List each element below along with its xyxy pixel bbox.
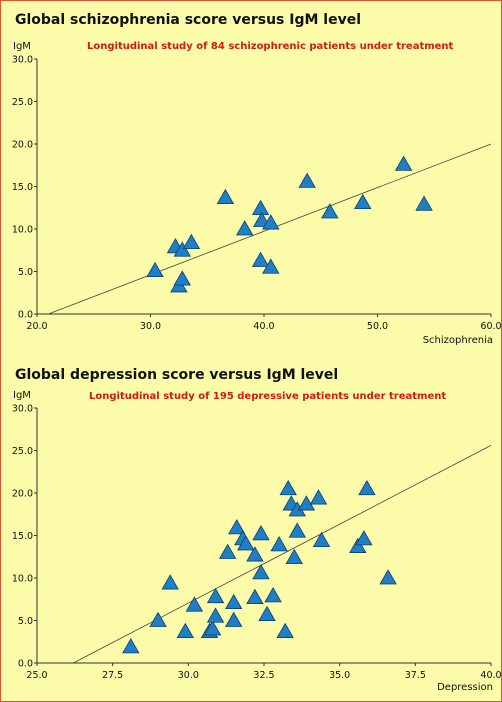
- chart-1-x-tick-label: 20.0: [26, 321, 47, 332]
- chart-2-data-point: [225, 611, 243, 627]
- chart-2-data-point: [218, 543, 237, 559]
- chart-2-data-point: [252, 564, 270, 580]
- chart-2-x-tick-label: 25.0: [26, 670, 47, 681]
- chart-2-data-point: [285, 548, 303, 565]
- chart-2-data-point: [270, 536, 288, 552]
- chart-1-y-tick-label: 5.0: [18, 267, 33, 278]
- chart-2-data-point: [149, 611, 167, 627]
- chart-2-data-point: [206, 607, 225, 623]
- chart-1-data-point: [262, 258, 280, 274]
- chart-1-data-point: [262, 214, 280, 230]
- chart-2-x-tick-label: 40.0: [480, 670, 501, 681]
- chart-2-data-point: [358, 479, 376, 496]
- chart-2-subtitle: Longitudinal study of 195 depressive pat…: [89, 391, 447, 402]
- chart-1-x-axis-label: Schizophrenia: [423, 335, 493, 346]
- chart-2-x-tick-label: 32.5: [253, 670, 274, 681]
- chart-2-data-point: [258, 605, 276, 621]
- chart-2-y-tick-label: 10.0: [12, 574, 33, 585]
- chart-1-data-point: [146, 261, 164, 278]
- chart-1-data-point: [415, 195, 433, 211]
- chart-2-data-point: [379, 569, 397, 585]
- chart-1-title: Global schizophrenia score versus IgM le…: [15, 12, 361, 28]
- chart-1-data-point: [251, 251, 270, 267]
- chart-2-data-point: [297, 495, 316, 511]
- chart-1-y-tick-label: 25.0: [12, 97, 33, 108]
- chart-2-trend-line: [73, 445, 492, 664]
- chart-2-x-axis-label: Depression: [437, 682, 493, 693]
- chart-2-x-tick-label: 30.0: [178, 670, 199, 681]
- chart-2-y-tick-label: 15.0: [12, 531, 33, 542]
- chart-2-x-tick-label: 27.5: [102, 670, 123, 681]
- chart-1-data-point: [298, 172, 316, 188]
- chart-2-y-tick-label: 0.0: [18, 659, 33, 670]
- chart-1-y-tick-label: 30.0: [12, 55, 33, 66]
- chart-2-data-point: [206, 587, 225, 604]
- chart-1-data-point: [321, 203, 339, 219]
- chart-1-data-point: [216, 188, 235, 204]
- chart-2-x-tick-label: 37.5: [405, 670, 426, 681]
- chart-1-data-point: [251, 199, 270, 216]
- chart-2-y-axis-label: IgM: [13, 390, 31, 401]
- chart-2-y-tick-label: 5.0: [18, 616, 33, 627]
- chart-1-data-point: [236, 220, 254, 236]
- chart-2-depression-scatter: 0.0 5.0 10.0 15.0 20.0 25.0 30.0 25.0 27.5 30.0 32…: [12, 390, 502, 693]
- chart-1-data-point: [253, 211, 271, 227]
- chart-1-data-point: [173, 241, 191, 257]
- chart-2-title: Global depression score versus IgM level: [15, 367, 339, 383]
- chart-2-y-tick-label: 20.0: [12, 489, 33, 500]
- chart-2-data-point: [279, 479, 297, 496]
- chart-2-data-point: [228, 519, 246, 535]
- chart-1-data-point: [173, 270, 191, 286]
- chart-2-data-point: [252, 524, 270, 541]
- chart-2-data-point: [312, 531, 331, 548]
- chart-2-data-point: [203, 620, 222, 636]
- chart-1-x-tick-label: 50.0: [367, 321, 388, 332]
- chart-2-y-tick-label: 30.0: [12, 404, 33, 415]
- chart-2-x-tick-label: 35.0: [329, 670, 350, 681]
- chart-1-x-tick-label: 60.0: [480, 321, 501, 332]
- chart-2-data-point: [288, 522, 306, 538]
- chart-2-data-point: [237, 535, 255, 551]
- chart-1-y-tick-label: 0.0: [18, 310, 33, 321]
- chart-1-y-tick-label: 20.0: [12, 140, 33, 151]
- chart-1-y-axis-label: IgM: [13, 41, 31, 52]
- chart-1-x-tick-label: 30.0: [140, 321, 161, 332]
- chart-1-data-point: [182, 233, 201, 250]
- chart-2-data-point: [246, 546, 264, 562]
- chart-2-data-point: [309, 489, 328, 505]
- chart-2-data-point: [161, 574, 179, 590]
- chart-2-data-point: [122, 638, 140, 654]
- chart-1-subtitle: Longitudinal study of 84 schizophrenic p…: [87, 41, 454, 52]
- chart-1-y-tick-label: 15.0: [12, 182, 33, 193]
- chart-2-data-point: [349, 537, 367, 553]
- chart-2-data-point: [246, 588, 264, 604]
- chart-2-data-point: [185, 596, 204, 612]
- chart-2-data-point: [225, 593, 243, 610]
- chart-2-y-tick-label: 25.0: [12, 446, 33, 457]
- chart-2-data-point: [176, 622, 194, 638]
- chart-1-data-point: [354, 193, 372, 210]
- chart-2-data-point: [355, 530, 373, 546]
- chart-2-data-point: [264, 587, 282, 603]
- chart-2-data-point: [276, 622, 294, 638]
- chart-1-schizophrenia-scatter: 0.0 5.0 10.0 15.0 20.0 25.0 30.0 20.0 30.0 40.0 50…: [12, 41, 502, 346]
- chart-1-x-tick-label: 40.0: [253, 321, 274, 332]
- chart-1-y-tick-label: 10.0: [12, 225, 33, 236]
- chart-1-data-point: [394, 155, 413, 171]
